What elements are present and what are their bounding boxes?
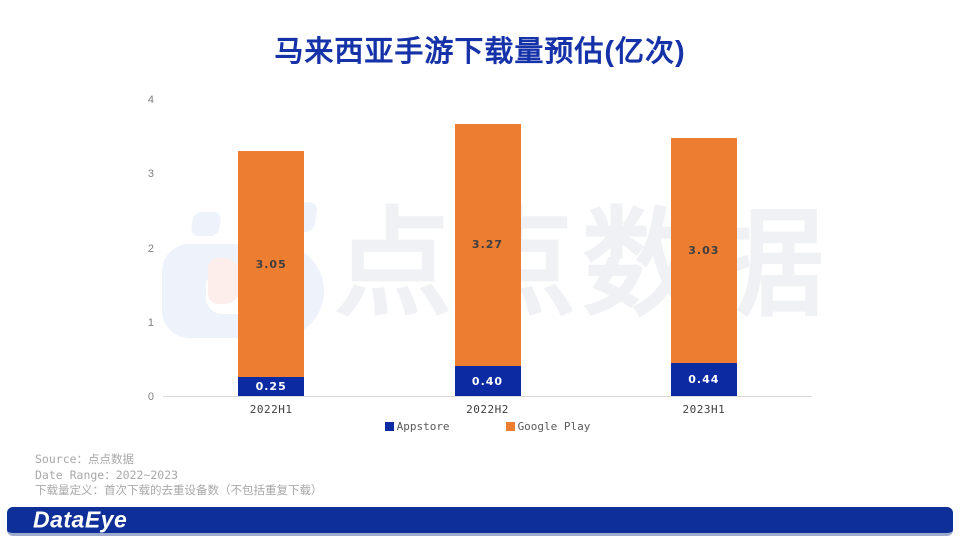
bar-value-label: 0.44 <box>688 373 720 387</box>
source-line: Source：点点数据 <box>35 452 135 466</box>
bar-segment-google-play-2023H1: 3.03 <box>670 138 737 364</box>
dataeye-logo: DataEye <box>33 506 128 533</box>
definition-line: 下载量定义：首次下载的去重设备数（不包括重复下载） <box>35 483 323 497</box>
bar-segment-appstore-2022H1: 0.25 <box>238 377 305 396</box>
y-tick-label: 1 <box>147 316 154 329</box>
bar-value-label: 3.05 <box>255 257 287 271</box>
bar-value-label: 0.40 <box>471 374 504 388</box>
bar-value-label: 0.25 <box>255 380 287 394</box>
date-range-line: Date Range：2022~2023 <box>35 467 179 482</box>
chart-title: 马来西亚手游下载量预估(亿次) <box>274 36 686 68</box>
bar-segment-appstore-2022H2: 0.40 <box>454 366 521 396</box>
y-tick-label: 2 <box>147 242 154 255</box>
legend-swatch-icon <box>384 422 394 431</box>
y-tick-label: 3 <box>147 168 154 181</box>
bar-segment-google-play-2022H1: 3.05 <box>238 150 305 378</box>
bar-value-label: 3.27 <box>471 238 504 252</box>
y-tick-label: 4 <box>147 94 154 106</box>
dataeye-footer-bar: DataEye <box>7 507 953 536</box>
x-tick-label: 2023H1 <box>682 403 726 416</box>
x-tick-label: 2022H1 <box>249 403 293 416</box>
legend-item-google-play: Google Play <box>505 420 591 433</box>
bar-segment-appstore-2023H1: 0.44 <box>670 363 737 396</box>
bar-segment-google-play-2022H2: 3.27 <box>454 123 521 367</box>
bar-value-label: 3.03 <box>688 244 720 258</box>
legend-swatch-icon <box>505 422 515 431</box>
x-tick-label: 2022H2 <box>466 403 509 416</box>
legend-label: Google Play <box>517 420 591 433</box>
y-tick-label: 0 <box>147 391 154 403</box>
legend-label: Appstore <box>396 420 450 433</box>
source-notes: Source：点点数据 Date Range：2022~2023 下载量定义：首… <box>35 452 323 499</box>
chart-legend: Appstore Google Play <box>163 420 812 433</box>
legend-item-appstore: Appstore <box>384 420 450 433</box>
plot-area: 0.25 3.05 2022H1 0.40 3.27 2022H2 0.44 3.03 2023… <box>148 94 812 416</box>
